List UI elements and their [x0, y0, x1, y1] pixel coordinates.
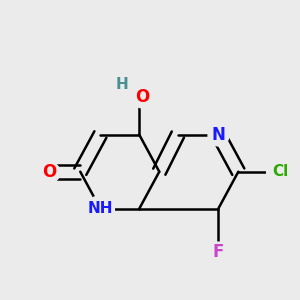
- Text: O: O: [42, 163, 56, 181]
- Text: O: O: [135, 88, 149, 106]
- Text: NH: NH: [88, 201, 113, 216]
- Text: F: F: [212, 243, 224, 261]
- Text: H: H: [116, 77, 128, 92]
- Text: N: N: [211, 125, 225, 143]
- Text: Cl: Cl: [272, 164, 288, 179]
